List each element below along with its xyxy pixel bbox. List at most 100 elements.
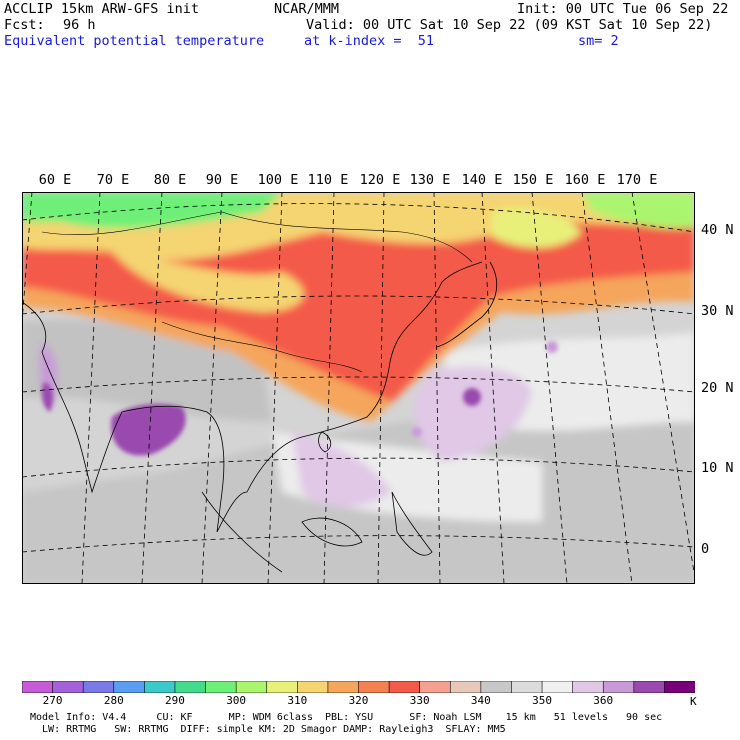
lat-line-40: [22, 203, 695, 233]
pacific-core: [546, 341, 558, 353]
western-pacific-core: [412, 427, 422, 437]
colorbar-swatch: [174, 681, 207, 693]
typhoon-core: [463, 388, 481, 406]
lat-line-0: [22, 535, 695, 553]
tibet-mild-patch: [112, 252, 304, 312]
northeast-cool-band: [582, 192, 695, 229]
colorbar: [22, 681, 695, 693]
colorbar-swatch: [52, 681, 84, 693]
lat-line-20: [22, 376, 695, 393]
lon-line: [141, 192, 163, 584]
colorbar-swatch: [205, 681, 237, 693]
colorbar-tick-label: 360: [593, 694, 614, 707]
colorbar-swatch: [511, 681, 543, 693]
japan-coastline: [436, 261, 497, 348]
colorbar-tick-label: 340: [470, 694, 491, 707]
colorbar-swatch: [664, 681, 695, 693]
lon-label: 120 E: [359, 172, 401, 188]
level-index: at k-index = 51: [304, 33, 435, 49]
lon-line: [22, 192, 33, 328]
colorbar-unit: K: [690, 695, 697, 708]
lat-label: 30 N: [701, 303, 734, 319]
colorbar-swatch: [266, 681, 299, 693]
lon-line: [433, 192, 441, 584]
colorbar-tick-label: 310: [287, 694, 308, 707]
valid-time: Valid: 00 UTC Sat 10 Sep 22 (09 KST Sat …: [306, 17, 713, 33]
siberia-cool-band: [22, 192, 282, 229]
smoothing-label: sm= 2: [578, 33, 619, 49]
sumatra-coastline: [201, 491, 283, 573]
colorbar-swatch: [449, 681, 482, 693]
lat-line-30: [22, 295, 695, 315]
lon-label: 160 E: [564, 172, 606, 188]
colorbar-swatch: [297, 681, 329, 693]
lon-line: [323, 192, 335, 584]
lon-line: [631, 192, 695, 573]
lon-line: [531, 192, 568, 584]
colorbar-tick-label: 290: [165, 694, 185, 707]
physics-info-line: LW: RRTMG SW: RRTMG DIFF: simple KM: 2D …: [30, 724, 506, 735]
lon-label: 130 E: [409, 172, 451, 188]
lon-label: 110 E: [307, 172, 349, 188]
colorbar-swatch: [235, 681, 268, 693]
map-frame: [22, 192, 695, 584]
lon-label: 70 E: [96, 172, 130, 188]
philippines-coastline: [391, 491, 433, 556]
bay-of-bengal-core: [111, 404, 186, 456]
colorbar-swatch: [480, 681, 513, 693]
country-borders: [161, 321, 363, 373]
colorbar-tick-label: 330: [409, 694, 430, 707]
equivalent-potential-temperature-map: [22, 192, 695, 584]
northern-borders: [41, 211, 473, 263]
colorbar-tick-label: 320: [348, 694, 369, 707]
lon-label: 60 E: [38, 172, 72, 188]
forecast-label: Fcst:: [4, 17, 45, 33]
lon-line: [581, 192, 633, 584]
lon-line: [267, 192, 283, 584]
typhoon-envelope: [413, 367, 532, 462]
lat-label: 0: [701, 541, 710, 557]
colorbar-swatch: [22, 681, 54, 693]
colorbar-swatch: [602, 681, 635, 693]
init-time: Init: 00 UTC Tue 06 Sep 22: [517, 1, 729, 17]
colorbar-swatch: [144, 681, 176, 693]
colorbar-swatch: [82, 681, 115, 693]
colorbar-swatch: [572, 681, 605, 693]
colorbar-swatch: [419, 681, 452, 693]
model-title: ACCLIP 15km ARW-GFS init: [4, 1, 200, 17]
org-label: NCAR/MMM: [274, 1, 340, 17]
lon-label: 90 E: [205, 172, 239, 188]
lon-label: 170 E: [616, 172, 658, 188]
lon-label: 80 E: [153, 172, 187, 188]
colorbar-tick-label: 300: [226, 694, 247, 707]
forecast-hour: 96 h: [63, 17, 96, 33]
lon-label: 140 E: [461, 172, 503, 188]
colorbar-tick-label: 270: [42, 694, 63, 707]
lon-line: [81, 192, 101, 584]
colorbar-swatch: [358, 681, 390, 693]
lat-label: 20 N: [701, 380, 734, 396]
lat-label: 40 N: [701, 222, 734, 238]
colorbar-swatch: [541, 681, 574, 693]
lon-line: [201, 192, 223, 584]
lon-line: [481, 192, 505, 584]
colorbar-tick-label: 280: [103, 694, 124, 707]
lon-label: 150 E: [512, 172, 554, 188]
northeast-asia-coastline: [411, 261, 483, 323]
colorbar-swatch: [388, 681, 421, 693]
lat-line-10: [22, 457, 695, 478]
lat-label: 10 N: [701, 460, 734, 476]
colorbar-swatch: [327, 681, 360, 693]
hainan-coastline: [318, 431, 332, 453]
lon-label: 100 E: [257, 172, 299, 188]
lon-line: [377, 192, 385, 584]
model-info-line: Model Info: V4.4 CU: KF MP: WDM 6class P…: [30, 712, 663, 723]
borneo-coastline: [301, 517, 363, 547]
field-name: Equivalent potential temperature: [4, 33, 265, 49]
colorbar-swatch: [113, 681, 146, 693]
philippines-envelope: [292, 432, 392, 507]
south-asia-coastline: [22, 301, 248, 533]
china-coastline: [246, 321, 413, 493]
okhotsk-mild-patch: [492, 208, 582, 248]
colorbar-tick-label: 350: [532, 694, 552, 707]
